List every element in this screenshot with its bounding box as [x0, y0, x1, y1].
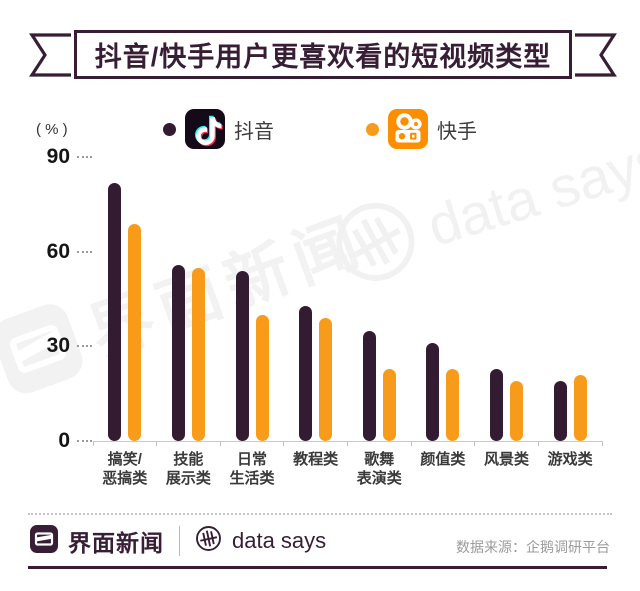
y-tick-0: 0 — [20, 429, 92, 453]
x-axis-label-技能展示类: 技能 展示类 — [165, 451, 211, 487]
bar-抖音-颜值类 — [426, 343, 440, 441]
y-tick-label: 90 — [46, 145, 70, 168]
bar-快手-日常生活类 — [255, 315, 269, 441]
douyin-legend-dot — [163, 122, 176, 136]
y-tick-mark — [77, 439, 92, 442]
x-axis-label-搞笑/恶搞类: 搞笑/恶搞类 — [102, 451, 148, 487]
douyin-app-icon — [185, 109, 225, 149]
bar-快手-搞笑/恶搞类 — [128, 223, 142, 441]
y-tick-90: 90 — [20, 145, 92, 169]
kuaishou-legend-dot — [366, 122, 379, 136]
bar-抖音-技能展示类 — [171, 264, 185, 441]
x-tick-mark — [537, 441, 539, 446]
x-axis-label-游戏类: 游戏类 — [547, 451, 593, 468]
bar-快手-风景类 — [510, 381, 524, 441]
bar-抖音-搞笑/恶搞类 — [108, 182, 122, 441]
legend-item-douyin: 抖音 — [163, 109, 274, 149]
x-tick-mark — [219, 441, 221, 446]
y-tick-mark — [77, 250, 92, 253]
title-box: 抖音/快手用户更喜欢看的短视频类型 — [74, 30, 572, 79]
y-tick-label: 0 — [58, 428, 70, 452]
legend-item-kuaishou: 快手 — [366, 109, 477, 149]
x-axis-labels: 搞笑/恶搞类 技能 展示类 日常 生活类 教程类 歌舞 表演类 颜值类 风景类 游戏类 — [93, 450, 602, 498]
footer-divider — [179, 526, 180, 556]
x-tick-mark — [474, 441, 476, 446]
datasays-logo-icon — [195, 525, 222, 557]
page-title: 抖音/快手用户更喜欢看的短视频类型 — [94, 42, 552, 72]
y-axis: 0 30 60 90 — [20, 145, 92, 452]
jiemian-brand-name: 界面新闻 — [68, 530, 164, 556]
x-axis-label-风景类: 风景类 — [484, 451, 530, 468]
bar-抖音-风景类 — [490, 368, 504, 441]
y-tick-30: 30 — [20, 334, 92, 358]
bar-抖音-游戏类 — [553, 381, 567, 441]
title-banner: 抖音/快手用户更喜欢看的短视频类型 — [0, 0, 640, 90]
footer-brand-row: 界面新闻 data says — [30, 524, 326, 558]
x-tick-mark — [283, 441, 285, 446]
x-tick-mark — [347, 441, 348, 446]
x-tick-mark — [601, 441, 603, 446]
kuaishou-app-icon — [388, 109, 428, 149]
x-axis-label-颜值类: 颜值类 — [420, 451, 466, 468]
bar-快手-游戏类 — [573, 374, 587, 441]
x-tick-mark — [156, 441, 158, 446]
x-axis-label-教程类: 教程类 — [293, 451, 339, 468]
legend-label-kuaishou: 快手 — [437, 120, 477, 143]
bar-抖音-歌舞表演类 — [362, 330, 376, 441]
bar-快手-歌舞表演类 — [382, 368, 396, 441]
y-axis-unit-label: ( % ) — [36, 121, 68, 138]
bar-快手-教程类 — [319, 318, 333, 441]
y-tick-mark — [77, 345, 92, 347]
bar-抖音-日常生活类 — [235, 270, 249, 441]
ribbon-left-icon — [29, 33, 71, 82]
x-axis-label-日常生活类: 日常 生活类 — [229, 451, 275, 487]
bar-chart-plot-area — [92, 158, 603, 446]
jiemian-logo-icon — [30, 524, 58, 558]
data-source-text: 数据来源：企鹅调研平台 — [456, 539, 610, 555]
x-tick-mark — [92, 441, 94, 446]
y-tick-label: 30 — [46, 334, 70, 357]
y-tick-mark — [77, 156, 92, 158]
bar-快手-技能展示类 — [191, 267, 205, 441]
datasays-brand-name: data says — [232, 528, 327, 553]
legend: 抖音 快手 — [0, 106, 640, 152]
y-tick-label: 60 — [46, 239, 70, 263]
bar-抖音-教程类 — [299, 305, 313, 441]
footer-dotted-separator — [28, 513, 612, 515]
legend-label-douyin: 抖音 — [234, 120, 274, 143]
ribbon-right-icon — [575, 33, 617, 82]
x-axis-label-歌舞表演类: 歌舞 表演类 — [356, 451, 402, 487]
bar-快手-颜值类 — [446, 368, 460, 441]
x-tick-mark — [410, 441, 412, 446]
footer-solid-line — [28, 566, 607, 569]
y-tick-60: 60 — [20, 240, 92, 264]
